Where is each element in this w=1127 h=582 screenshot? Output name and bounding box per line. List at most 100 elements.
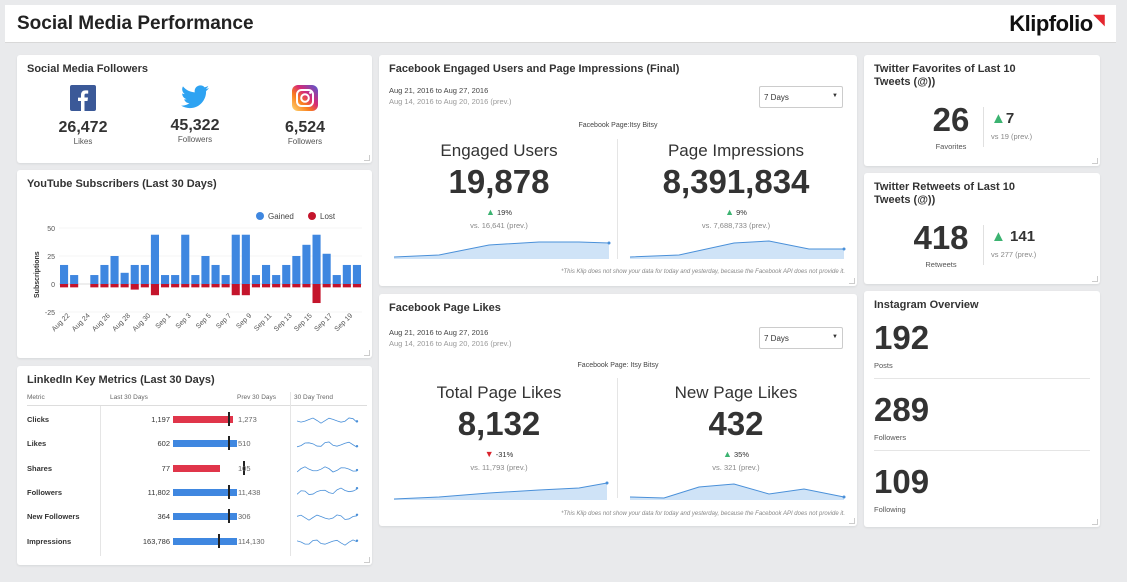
arrow-up-icon: ▲	[725, 207, 734, 217]
twitter-favorites-panel: Twitter Favorites of Last 10 Tweets (@))…	[864, 55, 1100, 166]
gained-bar[interactable]	[352, 264, 361, 284]
gained-bar[interactable]	[90, 275, 99, 284]
gained-bar[interactable]	[120, 272, 129, 284]
lost-bar[interactable]	[100, 284, 109, 288]
gained-bar[interactable]	[322, 253, 331, 284]
lost-bar[interactable]	[181, 284, 190, 288]
lost-bar[interactable]	[110, 284, 119, 288]
kpi-delta-value: 19%	[497, 208, 513, 217]
resize-handle[interactable]	[364, 557, 370, 563]
x-tick-label: Sep 19	[334, 312, 355, 333]
lost-bar[interactable]	[161, 284, 170, 288]
resize-handle[interactable]	[849, 278, 855, 284]
gained-bar[interactable]	[221, 275, 230, 284]
lost-bar[interactable]	[191, 284, 200, 288]
total-likes-kpi: Total Page Likes 8,132 ▼ -31% vs. 11,793…	[384, 383, 614, 472]
comparison-bar	[173, 513, 237, 521]
gained-bar[interactable]	[161, 275, 170, 284]
lost-bar[interactable]	[282, 284, 291, 288]
gained-bar[interactable]	[191, 275, 200, 284]
delta-value: 7	[1005, 110, 1015, 127]
lost-bar[interactable]	[322, 284, 331, 288]
legend-lost-label: Lost	[320, 212, 336, 221]
gained-bar[interactable]	[241, 234, 250, 284]
twitter-icon	[181, 85, 209, 109]
gained-bar[interactable]	[150, 234, 159, 284]
gained-bar[interactable]	[60, 264, 69, 284]
gained-bar[interactable]	[312, 234, 321, 284]
lost-bar[interactable]	[241, 284, 250, 296]
kpi-delta-value: 35%	[734, 450, 750, 459]
klipfolio-logo[interactable]: Klipfolio◥	[1009, 11, 1104, 37]
lost-bar[interactable]	[352, 284, 361, 288]
stat-value: 192	[874, 319, 930, 356]
resize-handle[interactable]	[364, 155, 370, 161]
gained-bar[interactable]	[342, 264, 351, 284]
gained-bar[interactable]	[251, 275, 260, 284]
panel-title: Social Media Followers	[27, 63, 149, 75]
lost-bar[interactable]	[140, 284, 149, 288]
lost-bar[interactable]	[90, 284, 99, 288]
gained-bar[interactable]	[100, 264, 109, 284]
metric-prev: 105	[238, 463, 251, 473]
lost-bar[interactable]	[60, 284, 69, 288]
lost-bar[interactable]	[251, 284, 260, 288]
page-title: Social Media Performance	[17, 13, 254, 34]
gained-bar[interactable]	[70, 275, 79, 284]
gained-bar[interactable]	[110, 256, 119, 284]
gained-bar[interactable]	[130, 264, 139, 284]
resize-handle[interactable]	[1092, 158, 1098, 164]
api-note: *This Klip does not show your data for t…	[561, 511, 845, 517]
x-tick-label: Sep 11	[253, 312, 273, 332]
gained-bar[interactable]	[171, 275, 180, 284]
metric-name: Clicks	[27, 415, 50, 424]
lost-bar[interactable]	[150, 284, 159, 296]
gained-bar[interactable]	[201, 256, 210, 284]
lost-bar[interactable]	[272, 284, 281, 288]
lost-bar[interactable]	[312, 284, 321, 304]
lost-bar[interactable]	[262, 284, 271, 288]
logo-text: Klipfolio	[1009, 11, 1093, 36]
gained-bar[interactable]	[140, 264, 149, 284]
trend-sparkline	[297, 465, 359, 473]
gained-bar[interactable]	[211, 264, 220, 284]
lost-bar[interactable]	[292, 284, 301, 288]
kpi-value: 8,391,834	[662, 163, 810, 200]
resize-handle[interactable]	[1092, 519, 1098, 525]
period-select[interactable]: 7 Days ▼	[759, 327, 843, 349]
chevron-down-icon: ▼	[832, 334, 838, 340]
page-label: Facebook Page:Itsy Bitsy	[578, 122, 658, 129]
lost-bar[interactable]	[211, 284, 220, 288]
kpi-divider	[983, 225, 984, 265]
lost-bar[interactable]	[302, 284, 311, 288]
lost-bar[interactable]	[171, 284, 180, 288]
resize-handle[interactable]	[364, 350, 370, 356]
gained-bar[interactable]	[282, 264, 291, 284]
lost-bar[interactable]	[201, 284, 210, 288]
stat-label: Followers	[874, 433, 907, 442]
gained-bar[interactable]	[332, 275, 341, 284]
retweets-label: Retweets	[925, 260, 957, 269]
kpi-delta: ▲ 35%	[621, 449, 851, 459]
gained-bar[interactable]	[292, 256, 301, 284]
lost-bar[interactable]	[342, 284, 351, 288]
lost-bar[interactable]	[130, 284, 139, 290]
lost-bar[interactable]	[120, 284, 129, 288]
lost-bar[interactable]	[70, 284, 79, 288]
gained-bar[interactable]	[272, 275, 281, 284]
lost-bar[interactable]	[221, 284, 230, 288]
legend-gained-swatch	[256, 212, 264, 220]
gained-bar[interactable]	[302, 244, 311, 284]
gained-bar[interactable]	[181, 234, 190, 284]
fb-engaged-panel: Facebook Engaged Users and Page Impressi…	[379, 55, 857, 286]
gained-bar[interactable]	[262, 264, 271, 284]
gained-bar[interactable]	[231, 234, 240, 284]
sparkline-endpoint	[607, 241, 611, 245]
resize-handle[interactable]	[1092, 276, 1098, 282]
lost-bar[interactable]	[332, 284, 341, 288]
resize-handle[interactable]	[849, 518, 855, 524]
kpi-divider	[617, 139, 618, 259]
lost-bar[interactable]	[231, 284, 240, 296]
period-select[interactable]: 7 Days ▼	[759, 86, 843, 108]
instagram-value: 6,524	[284, 119, 326, 136]
